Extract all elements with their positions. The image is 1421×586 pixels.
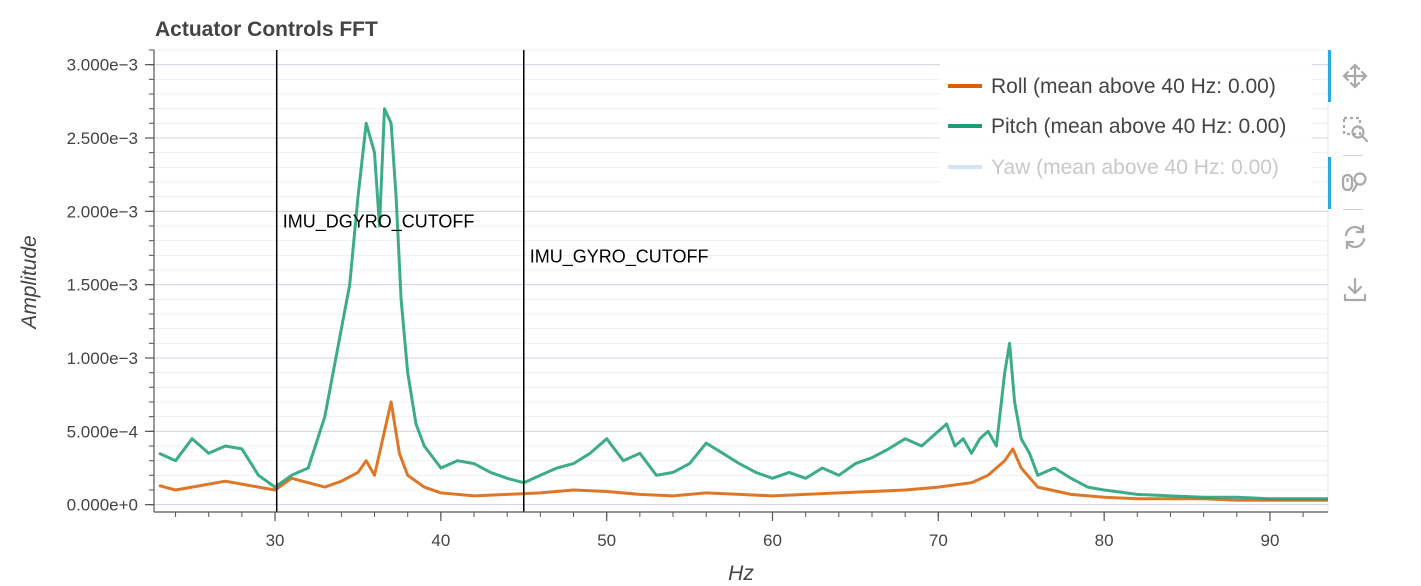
save-tool-button[interactable] <box>1340 275 1370 305</box>
grid-lines <box>154 49 1328 506</box>
x-tick-label: 30 <box>266 531 285 550</box>
series-layer <box>158 107 1328 502</box>
y-tick-label: 1.000e−3 <box>67 349 138 368</box>
x-tick-label: 50 <box>597 531 616 550</box>
series-line-roll <box>158 400 1328 502</box>
cutoff-label: IMU_GYRO_CUTOFF <box>530 247 709 268</box>
wheel-zoom-active-indicator <box>1328 157 1331 209</box>
axes: 0.000e+0 5.000e−4 1.000e−3 1.500e−3 2.000e−3… <box>67 49 1328 550</box>
save-icon <box>1343 277 1367 302</box>
reset-icon <box>1344 224 1366 250</box>
cutoff-lines: IMU_DGYRO_CUTOFF IMU_GYRO_CUTOFF <box>275 50 709 512</box>
wheel-zoom-icon <box>1341 172 1367 193</box>
legend-label-roll: Roll (mean above 40 Hz: 0.00) <box>991 75 1276 98</box>
toolbar-separator <box>1343 155 1363 156</box>
legend-item-pitch[interactable]: Pitch (mean above 40 Hz: 0.00) <box>948 115 1286 138</box>
toolbar-separator <box>1343 209 1363 210</box>
legend-label-yaw: Yaw (mean above 40 Hz: 0.00) <box>991 156 1279 179</box>
x-tick-label: 70 <box>929 531 948 550</box>
y-tick-label: 2.000e−3 <box>67 202 138 221</box>
x-tick-label: 90 <box>1261 531 1280 550</box>
cutoff-label: IMU_DGYRO_CUTOFF <box>283 211 475 232</box>
x-tick-label: 60 <box>763 531 782 550</box>
legend-label-pitch: Pitch (mean above 40 Hz: 0.00) <box>991 115 1286 138</box>
pan-icon <box>1342 63 1368 89</box>
x-tick-label: 40 <box>431 531 450 550</box>
y-axis-title: Amplitude <box>18 235 41 330</box>
series-line-pitch <box>158 107 1328 501</box>
x-tick-label: 80 <box>1095 531 1114 550</box>
y-tick-label: 5.000e−4 <box>67 422 138 441</box>
x-axis-title: Hz <box>728 562 754 585</box>
legend-item-roll[interactable]: Roll (mean above 40 Hz: 0.00) <box>948 75 1276 98</box>
legend-background <box>940 64 1312 194</box>
box-zoom-icon <box>1342 116 1369 143</box>
legend-item-yaw[interactable]: Yaw (mean above 40 Hz: 0.00) <box>948 156 1279 179</box>
pan-tool-button[interactable] <box>1340 61 1370 91</box>
chart-title: Actuator Controls FFT <box>155 18 378 41</box>
wheel-zoom-tool-button[interactable] <box>1340 167 1370 197</box>
y-tick-label: 0.000e+0 <box>67 496 138 515</box>
y-tick-label: 2.500e−3 <box>67 129 138 148</box>
y-tick-label: 1.500e−3 <box>67 276 138 295</box>
chart-toolbar <box>1328 50 1380 350</box>
y-tick-label: 3.000e−3 <box>67 56 138 75</box>
legend[interactable]: Roll (mean above 40 Hz: 0.00) Pitch (mea… <box>940 64 1312 194</box>
reset-tool-button[interactable] <box>1340 222 1370 252</box>
pan-active-indicator <box>1328 50 1331 102</box>
box-zoom-tool-button[interactable] <box>1340 114 1370 144</box>
